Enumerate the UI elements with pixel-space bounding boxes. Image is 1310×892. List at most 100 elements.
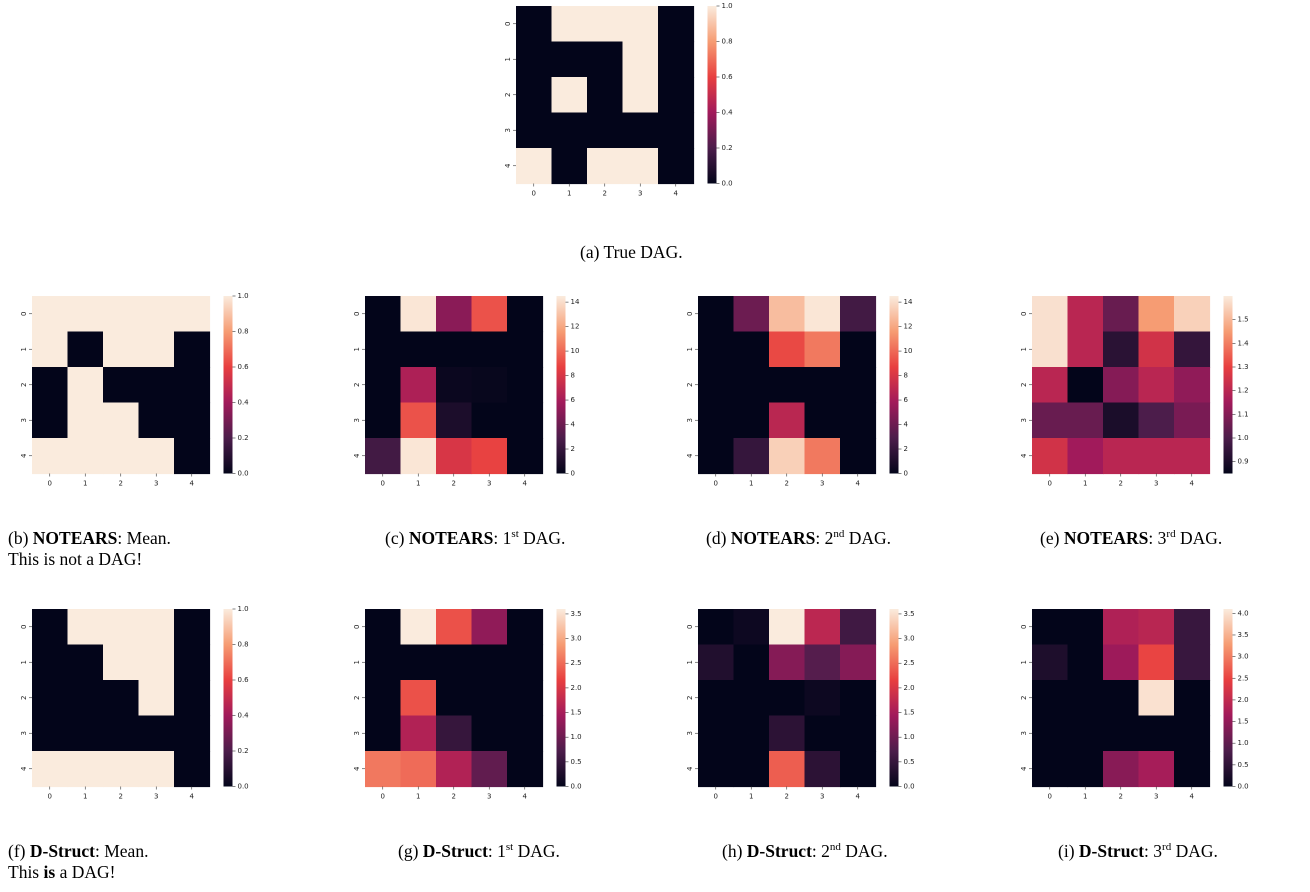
caption-ordinal: nd <box>833 528 845 541</box>
x-tick-label: 4 <box>856 480 861 488</box>
heatmap-cell <box>551 112 588 149</box>
y-tick-label: 0 <box>353 312 361 316</box>
y-tick-label: 4 <box>20 453 28 458</box>
heatmap-cell <box>658 77 695 114</box>
colorbar-tick-label: 1.5 <box>1238 316 1249 324</box>
y-tick-label: 1 <box>20 347 28 351</box>
colorbar-tick-label: 1.2 <box>1238 387 1249 395</box>
heatmap-cell <box>400 644 437 681</box>
x-tick-label: 4 <box>523 793 528 801</box>
heatmap-cell <box>622 6 659 43</box>
caption-method: D-Struct <box>1078 841 1145 861</box>
heatmap-cell <box>103 715 140 752</box>
caption-text: DAG. <box>1175 528 1223 548</box>
heatmap-cell <box>698 367 735 404</box>
heatmap-cell <box>32 438 69 475</box>
heatmap-cell <box>1138 367 1175 404</box>
x-tick-label: 0 <box>48 793 52 801</box>
colorbar-tick-label: 3.0 <box>1238 653 1249 661</box>
heatmap-cell <box>436 296 473 333</box>
heatmap-cell <box>840 296 877 333</box>
heatmap-cell <box>698 644 735 681</box>
heatmap-cell <box>436 438 473 475</box>
heatmap-cell <box>471 751 508 788</box>
heatmap-cell <box>698 402 735 439</box>
heatmap-panel-c: 0 1 2 3 4 0 1 2 3 4 0 2 4 6 8 10 12 14 <box>343 290 618 500</box>
heatmap-cell <box>400 331 437 368</box>
x-tick-label: 4 <box>190 793 195 801</box>
heatmap-cell <box>733 751 770 788</box>
heatmap-i: 0 1 2 3 4 0 1 2 3 4 0.0 0.5 1.0 1.5 2.0 2.5 3.0 3.5 4.0 <box>1020 609 1249 801</box>
heatmap-cell <box>622 148 659 185</box>
x-tick-label: 1 <box>567 190 571 198</box>
heatmap-cell <box>658 112 695 149</box>
caption-label: (a) <box>580 242 600 262</box>
heatmap-cell <box>804 715 841 752</box>
caption-text: DAG. <box>844 528 892 548</box>
colorbar <box>223 609 233 787</box>
heatmap-cell <box>365 367 402 404</box>
caption-method: NOTEARS <box>1063 528 1149 548</box>
heatmap-cell <box>32 680 69 717</box>
heatmap-cell <box>622 77 659 114</box>
heatmap-cell <box>400 715 437 752</box>
caption-text: : Mean. <box>94 841 149 861</box>
heatmap-cell <box>103 680 140 717</box>
colorbar-tick-label: 0.5 <box>571 758 582 766</box>
heatmap-cell <box>365 296 402 333</box>
caption-label: (h) <box>722 841 743 861</box>
y-tick-label: 3 <box>686 418 694 422</box>
heatmap-panel-g: 0 1 2 3 4 0 1 2 3 4 0.0 0.5 1.0 1.5 2.0 2.5 3.0 3.5 <box>343 603 618 813</box>
colorbar-tick-label: 1.0 <box>722 2 733 10</box>
heatmap-cell <box>174 402 211 439</box>
heatmap-cell <box>1174 367 1211 404</box>
x-tick-label: 2 <box>603 190 607 198</box>
caption-text: DAG. <box>840 841 888 861</box>
heatmap-cell <box>471 715 508 752</box>
x-tick-label: 1 <box>83 480 87 488</box>
heatmap-cell <box>67 751 104 788</box>
y-tick-label: 3 <box>20 731 28 735</box>
x-tick-label: 3 <box>820 793 824 801</box>
heatmap-cell <box>1174 644 1211 681</box>
colorbar-tick-label: 3.5 <box>571 610 582 618</box>
heatmap-cell <box>1174 715 1211 752</box>
heatmap-cell <box>67 609 104 646</box>
heatmap-cell <box>471 331 508 368</box>
colorbar <box>1223 296 1233 474</box>
heatmap-cell <box>840 609 877 646</box>
heatmap-cell <box>733 438 770 475</box>
heatmap-cell <box>507 367 544 404</box>
caption-method: NOTEARS <box>408 528 494 548</box>
caption-text: DAG. <box>1171 841 1218 861</box>
caption-e: (e) NOTEARS: 3rd DAG. <box>1040 528 1222 549</box>
heatmap-cell <box>103 438 140 475</box>
heatmap-cell <box>67 715 104 752</box>
heatmap-cell <box>658 148 695 185</box>
colorbar-tick-label: 0.6 <box>722 73 734 81</box>
caption-method: D-Struct <box>422 841 488 861</box>
heatmap-cell <box>840 680 877 717</box>
caption-text: a DAG! <box>55 862 116 882</box>
caption-a: (a) True DAG. <box>580 242 683 263</box>
heatmap-panel-i: 0 1 2 3 4 0 1 2 3 4 0.0 0.5 1.0 1.5 2.0 2.5 3.0 3.5 4.0 <box>1010 603 1285 813</box>
colorbar-tick-label: 1.0 <box>1238 739 1249 747</box>
x-tick-label: 3 <box>1154 480 1158 488</box>
heatmap-cell <box>1032 438 1069 475</box>
colorbar-tick-label: 0 <box>904 470 908 478</box>
caption-d: (d) NOTEARS: 2nd DAG. <box>706 528 891 549</box>
colorbar-tick-label: 1.0 <box>238 605 249 613</box>
colorbar-tick-label: 1.5 <box>1238 718 1249 726</box>
caption-b: (b) NOTEARS: Mean. This is not a DAG! <box>8 528 171 570</box>
heatmap-cell <box>733 367 770 404</box>
colorbar-tick-label: 10 <box>904 347 913 355</box>
x-tick-label: 2 <box>785 480 789 488</box>
heatmap-cell <box>698 715 735 752</box>
x-tick-label: 1 <box>416 480 420 488</box>
x-tick-label: 4 <box>674 190 679 198</box>
colorbar-tick-label: 6 <box>904 396 909 404</box>
heatmap-cell <box>804 402 841 439</box>
y-tick-label: 0 <box>686 625 694 629</box>
caption-c: (c) NOTEARS: 1st DAG. <box>385 528 565 549</box>
